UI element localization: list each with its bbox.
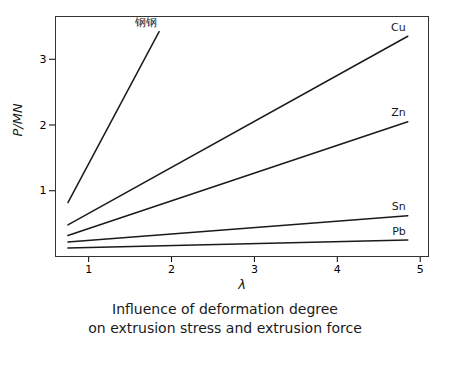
svg-text:Zn: Zn xyxy=(391,106,406,119)
svg-text:3: 3 xyxy=(251,263,258,276)
svg-text:P/MN: P/MN xyxy=(10,103,25,136)
svg-text:Cu: Cu xyxy=(391,21,406,34)
svg-text:λ: λ xyxy=(237,277,246,292)
svg-text:1: 1 xyxy=(85,263,92,276)
svg-text:Pb: Pb xyxy=(392,225,406,238)
html-text:on extrusion stress and extrus: on extrusion stress and extrusion force xyxy=(88,320,362,336)
svg-text:Sn: Sn xyxy=(392,200,406,213)
svg-text:2: 2 xyxy=(40,119,47,132)
svg-text:2: 2 xyxy=(168,263,175,276)
svg-text:5: 5 xyxy=(417,263,424,276)
html-text:Influence of deformation degre: Influence of deformation degree xyxy=(112,301,338,317)
svg-text:3: 3 xyxy=(40,53,47,66)
svg-text:1: 1 xyxy=(40,184,47,197)
svg-text:4: 4 xyxy=(334,263,341,276)
svg-text:钢钢: 钢钢 xyxy=(134,16,157,29)
